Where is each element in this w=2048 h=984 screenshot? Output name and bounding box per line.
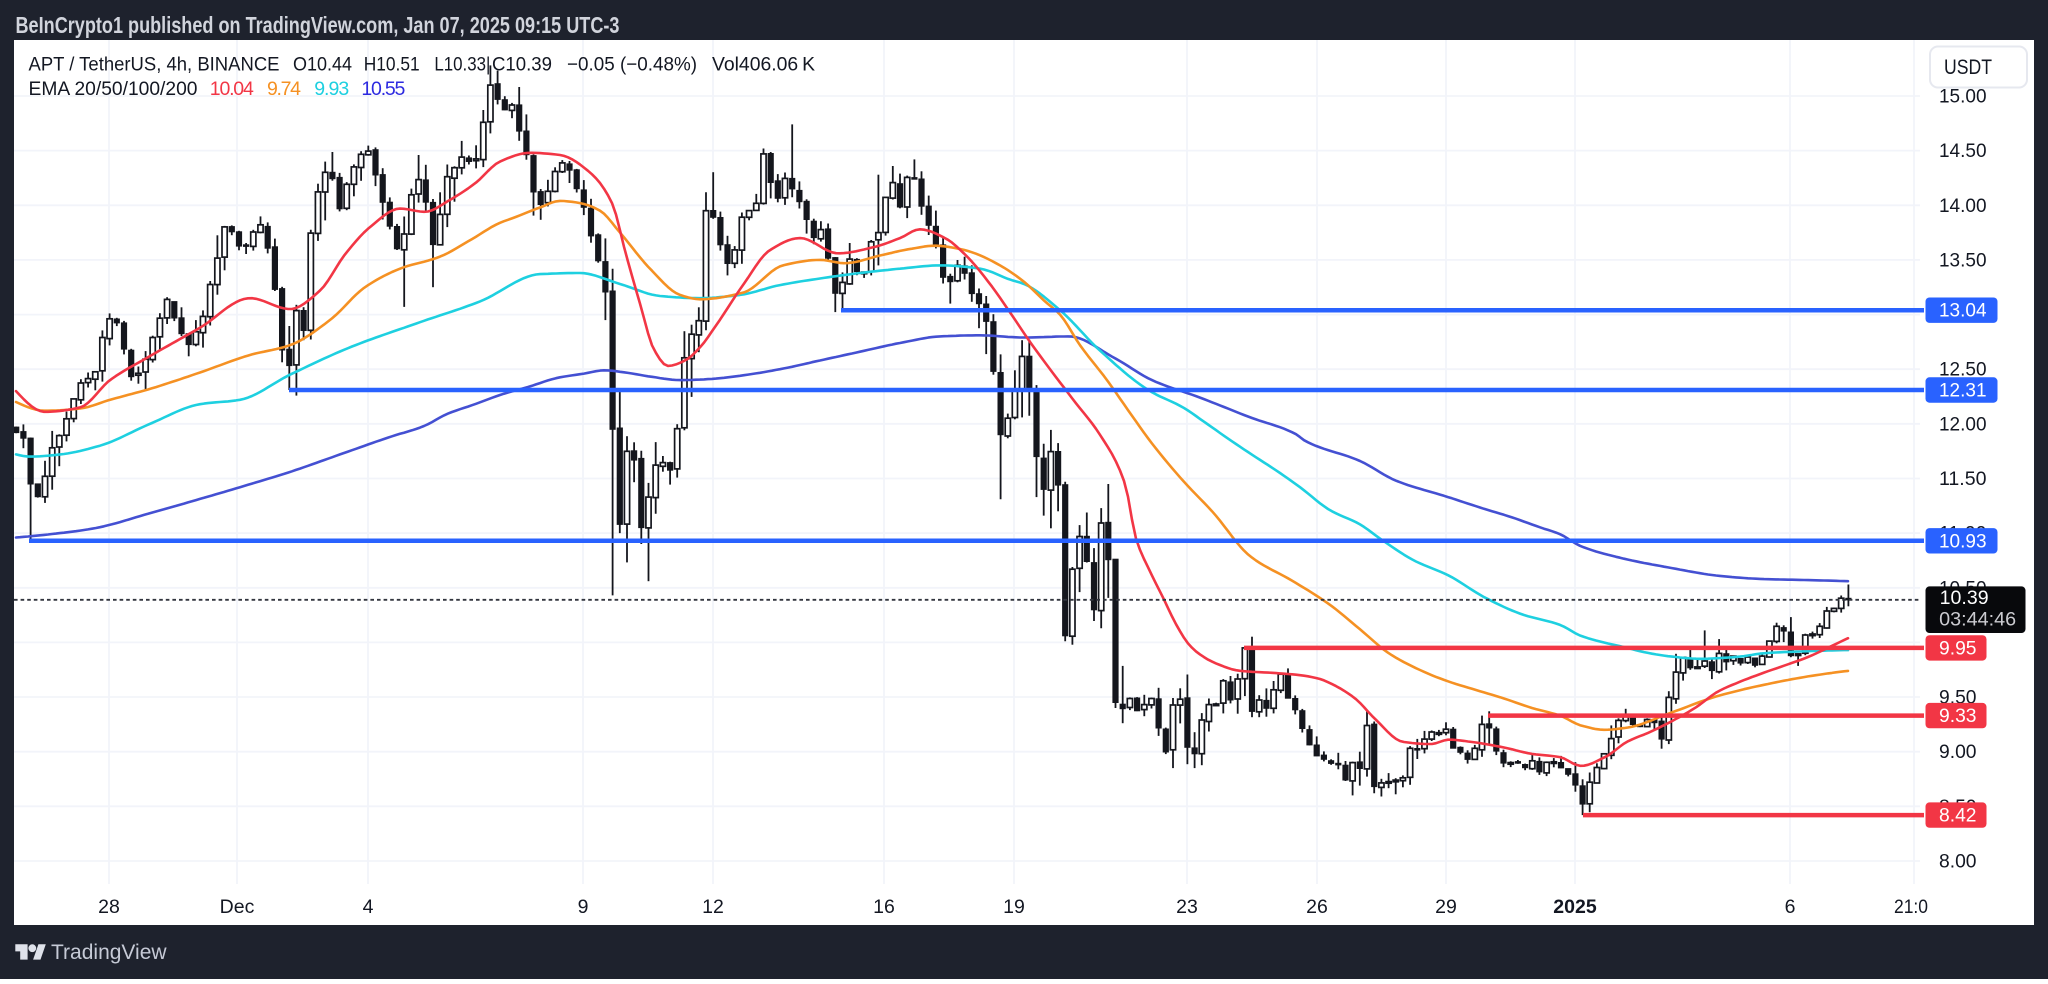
svg-text:−0.05 (−0.48%): −0.05 (−0.48%) bbox=[567, 54, 697, 76]
svg-text:16: 16 bbox=[873, 896, 895, 918]
svg-text:TradingView: TradingView bbox=[51, 941, 167, 964]
svg-text:12.31: 12.31 bbox=[1939, 381, 1987, 402]
svg-text:L10.33|: L10.33| bbox=[434, 54, 490, 76]
svg-text:8.00: 8.00 bbox=[1939, 852, 1977, 873]
svg-text:9.33: 9.33 bbox=[1939, 706, 1977, 727]
svg-text:Vol406.06 K: Vol406.06 K bbox=[712, 54, 815, 76]
svg-text:10.04: 10.04 bbox=[210, 78, 254, 100]
svg-text:14.50: 14.50 bbox=[1939, 141, 1987, 162]
svg-text:6: 6 bbox=[1785, 896, 1796, 918]
svg-text:13.04: 13.04 bbox=[1939, 301, 1987, 322]
svg-text:12.00: 12.00 bbox=[1939, 414, 1987, 435]
svg-text:11.50: 11.50 bbox=[1939, 469, 1987, 490]
svg-text:13.50: 13.50 bbox=[1939, 250, 1987, 271]
svg-text:12.50: 12.50 bbox=[1939, 360, 1987, 381]
svg-text:USDT: USDT bbox=[1944, 56, 1992, 79]
svg-text:C10.39: C10.39 bbox=[492, 54, 552, 76]
svg-text:O10.44: O10.44 bbox=[293, 54, 352, 76]
svg-text:10.39: 10.39 bbox=[1940, 587, 1989, 609]
svg-text:19: 19 bbox=[1003, 896, 1025, 918]
svg-text:BeInCrypto1 published on Tradi: BeInCrypto1 published on TradingView.com… bbox=[16, 12, 620, 38]
svg-text:4: 4 bbox=[363, 896, 374, 918]
svg-text:12: 12 bbox=[702, 896, 724, 918]
svg-text:15.00: 15.00 bbox=[1939, 87, 1987, 108]
svg-text:9.74: 9.74 bbox=[267, 78, 301, 100]
svg-text:9.00: 9.00 bbox=[1939, 742, 1977, 763]
svg-text:2025: 2025 bbox=[1553, 896, 1597, 918]
svg-text:9: 9 bbox=[578, 896, 589, 918]
svg-text:9.93: 9.93 bbox=[314, 78, 349, 100]
svg-text:EMA 20/50/100/200: EMA 20/50/100/200 bbox=[29, 78, 198, 100]
svg-text:10.55: 10.55 bbox=[361, 78, 405, 100]
svg-text:28: 28 bbox=[98, 896, 120, 918]
svg-text:H10.51: H10.51 bbox=[364, 54, 420, 76]
svg-text:APT / TetherUS, 4h, BINANCE: APT / TetherUS, 4h, BINANCE bbox=[29, 54, 280, 76]
svg-text:26: 26 bbox=[1306, 896, 1328, 918]
svg-text:8.42: 8.42 bbox=[1939, 806, 1977, 827]
svg-text:23: 23 bbox=[1176, 896, 1198, 918]
svg-text:03:44:46: 03:44:46 bbox=[1939, 609, 2016, 631]
svg-text:21:0: 21:0 bbox=[1894, 896, 1928, 918]
svg-text:Dec: Dec bbox=[220, 896, 255, 918]
svg-text:9.95: 9.95 bbox=[1939, 638, 1977, 659]
svg-text:29: 29 bbox=[1435, 896, 1457, 918]
svg-text:14.00: 14.00 bbox=[1939, 196, 1987, 217]
svg-text:10.93: 10.93 bbox=[1939, 531, 1987, 552]
